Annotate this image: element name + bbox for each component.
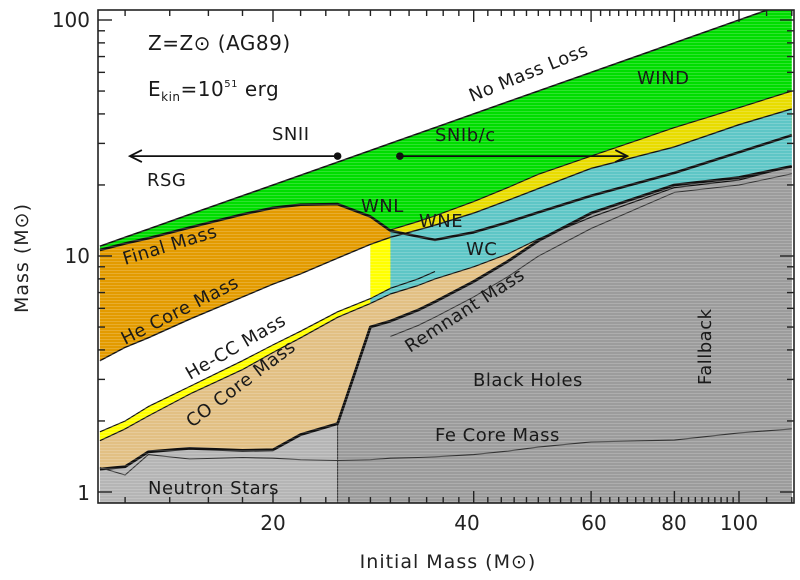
rsg-label: RSG bbox=[147, 170, 186, 191]
snii-label: SNII bbox=[272, 124, 310, 145]
y-tick-label: 1 bbox=[77, 481, 90, 505]
x-tick-label: 100 bbox=[720, 511, 758, 535]
x-tick-labels: 20 40 60 80 100 bbox=[260, 511, 758, 535]
wc-label: WC bbox=[466, 239, 497, 260]
snibc-label: SNIb/c bbox=[435, 125, 496, 146]
hatch-overlay bbox=[98, 10, 794, 503]
y-tick-label: 100 bbox=[52, 8, 90, 32]
energy-prefix: E bbox=[148, 77, 161, 101]
snibc-arrow-head bbox=[614, 149, 630, 163]
energy-sub: kin bbox=[161, 90, 180, 104]
neutron-stars-label: Neutron Stars bbox=[148, 478, 279, 499]
arrows bbox=[127, 149, 630, 163]
y-tick-label: 10 bbox=[65, 244, 90, 268]
x-tick-label: 40 bbox=[454, 511, 479, 535]
metallicity-label: Z=Z⊙ (AG89) bbox=[148, 31, 291, 55]
y-axis-title: Mass (M⊙) bbox=[11, 203, 33, 313]
y-tick-labels: 1 10 100 bbox=[52, 8, 90, 505]
axis-ticks bbox=[98, 10, 794, 503]
snii-rsg-arrow-head bbox=[127, 149, 143, 163]
energy-sup: 51 bbox=[224, 79, 238, 90]
x-tick-label: 60 bbox=[581, 511, 606, 535]
energy-mid: =10 bbox=[181, 77, 225, 101]
wnl-label: WNL bbox=[361, 196, 404, 217]
fallback-label: Fallback bbox=[695, 308, 716, 385]
black-holes-label: Black Holes bbox=[473, 370, 583, 391]
x-tick-label: 80 bbox=[661, 511, 686, 535]
energy-suffix: erg bbox=[238, 77, 279, 101]
fe-core-mass-label: Fe Core Mass bbox=[435, 425, 560, 446]
x-tick-label: 20 bbox=[260, 511, 285, 535]
snii-rsg-arrow-origin-dot bbox=[333, 152, 342, 160]
wne-label: WNE bbox=[419, 211, 463, 232]
snibc-arrow-origin-dot bbox=[396, 152, 404, 160]
x-axis-title: Initial Mass (M⊙) bbox=[360, 551, 537, 573]
energy-label: Ekin=1051 erg bbox=[148, 77, 279, 104]
wind-label: WIND bbox=[637, 68, 689, 89]
